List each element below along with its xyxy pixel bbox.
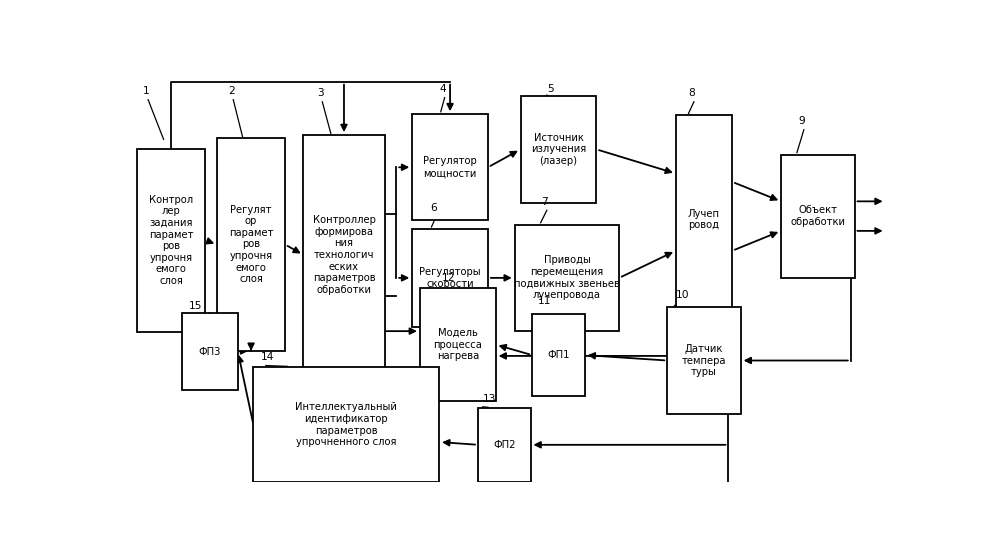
Text: 6: 6 <box>431 203 438 213</box>
FancyBboxPatch shape <box>514 225 619 331</box>
FancyBboxPatch shape <box>667 307 741 414</box>
Text: Приводы
перемещения
подвижных звеньев
лучепровода: Приводы перемещения подвижных звеньев лу… <box>514 255 620 300</box>
FancyBboxPatch shape <box>532 314 584 396</box>
Text: 10: 10 <box>676 289 689 300</box>
Text: Объект
обработки: Объект обработки <box>790 205 845 227</box>
Text: Регуляторы
скорости: Регуляторы скорости <box>420 267 481 289</box>
Text: 9: 9 <box>798 117 805 126</box>
Text: Источник
излучения
(лазер): Источник излучения (лазер) <box>530 133 586 166</box>
Text: 5: 5 <box>546 84 553 94</box>
Text: 1: 1 <box>143 86 150 96</box>
Text: Лучеп
ровод: Лучеп ровод <box>688 209 720 230</box>
FancyBboxPatch shape <box>413 114 488 221</box>
Text: ФП3: ФП3 <box>199 347 221 357</box>
Text: Регулятор
мощности: Регулятор мощности <box>424 157 477 178</box>
Text: 4: 4 <box>440 84 446 94</box>
Text: Контроллер
формирова
ния
технологич
еских
параметров
обработки: Контроллер формирова ния технологич ески… <box>313 215 376 295</box>
Text: Контрол
лер
задания
парамет
ров
упрочня
емого
слоя: Контрол лер задания парамет ров упрочня … <box>149 195 194 286</box>
FancyBboxPatch shape <box>520 96 596 203</box>
Text: 11: 11 <box>538 296 551 306</box>
FancyBboxPatch shape <box>675 115 732 324</box>
FancyBboxPatch shape <box>478 408 530 482</box>
Text: 8: 8 <box>688 88 695 99</box>
Text: Датчик
темпера
туры: Датчик темпера туры <box>681 344 726 377</box>
Text: Интеллектуальный
идентификатор
параметров
упрочненного слоя: Интеллектуальный идентификатор параметро… <box>296 402 398 447</box>
Text: 15: 15 <box>189 301 203 311</box>
Text: ФП1: ФП1 <box>547 350 569 360</box>
FancyBboxPatch shape <box>304 135 385 375</box>
FancyBboxPatch shape <box>413 229 488 327</box>
Text: Модель
процесса
нагрева: Модель процесса нагрева <box>434 328 483 362</box>
Text: Регулят
ор
парамет
ров
упрочня
емого
слоя: Регулят ор парамет ров упрочня емого сло… <box>229 205 274 285</box>
FancyBboxPatch shape <box>137 149 206 332</box>
FancyBboxPatch shape <box>254 367 440 482</box>
FancyBboxPatch shape <box>182 313 238 390</box>
FancyBboxPatch shape <box>217 138 285 351</box>
Text: 12: 12 <box>443 273 456 283</box>
Text: 3: 3 <box>317 88 324 99</box>
FancyBboxPatch shape <box>781 154 854 278</box>
Text: 7: 7 <box>541 197 548 207</box>
Text: 2: 2 <box>228 86 235 96</box>
Text: ФП2: ФП2 <box>493 440 515 450</box>
Text: 13: 13 <box>483 394 497 404</box>
Text: 14: 14 <box>261 352 274 362</box>
FancyBboxPatch shape <box>420 288 496 401</box>
